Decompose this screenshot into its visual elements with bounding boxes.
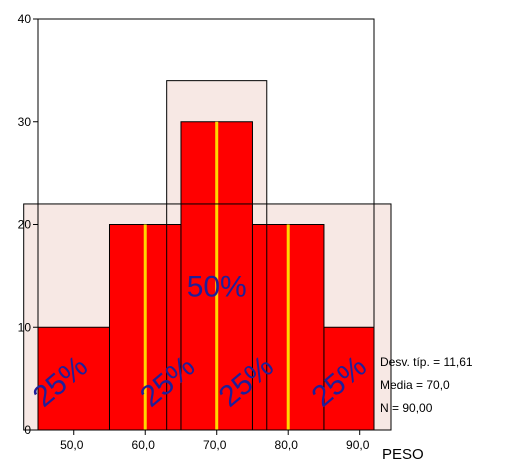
stat-line-1: Media = 70,0 (380, 378, 450, 392)
histogram-bar-0 (37, 326, 110, 431)
stats-box: Desv. típ. = 11,61 Media = 70,0 N = 90,00 (380, 355, 473, 415)
x-tick-label-1: 60,0 (132, 438, 156, 452)
x-axis-label: PESO (382, 446, 424, 461)
annotation-0: 50% (187, 270, 247, 303)
y-tick-label-0: 0 (24, 423, 31, 437)
marker-lines (143, 121, 290, 430)
x-tick-label-0: 50,0 (60, 438, 84, 452)
y-tick-label-2: 20 (18, 218, 32, 232)
axes: 0 10 20 30 40 50,0 60,0 70,0 80,0 90,0 (18, 12, 370, 452)
y-tick-label-1: 10 (18, 320, 32, 334)
stat-line-2: N = 90,00 (380, 401, 433, 415)
stat-line-0: Desv. típ. = 11,61 (380, 355, 473, 369)
x-tick-label-4: 90,0 (346, 438, 370, 452)
y-tick-label-3: 30 (18, 115, 32, 129)
y-tick-label-4: 40 (18, 12, 32, 26)
x-tick-label-3: 80,0 (275, 438, 299, 452)
x-tick-label-2: 70,0 (203, 438, 227, 452)
